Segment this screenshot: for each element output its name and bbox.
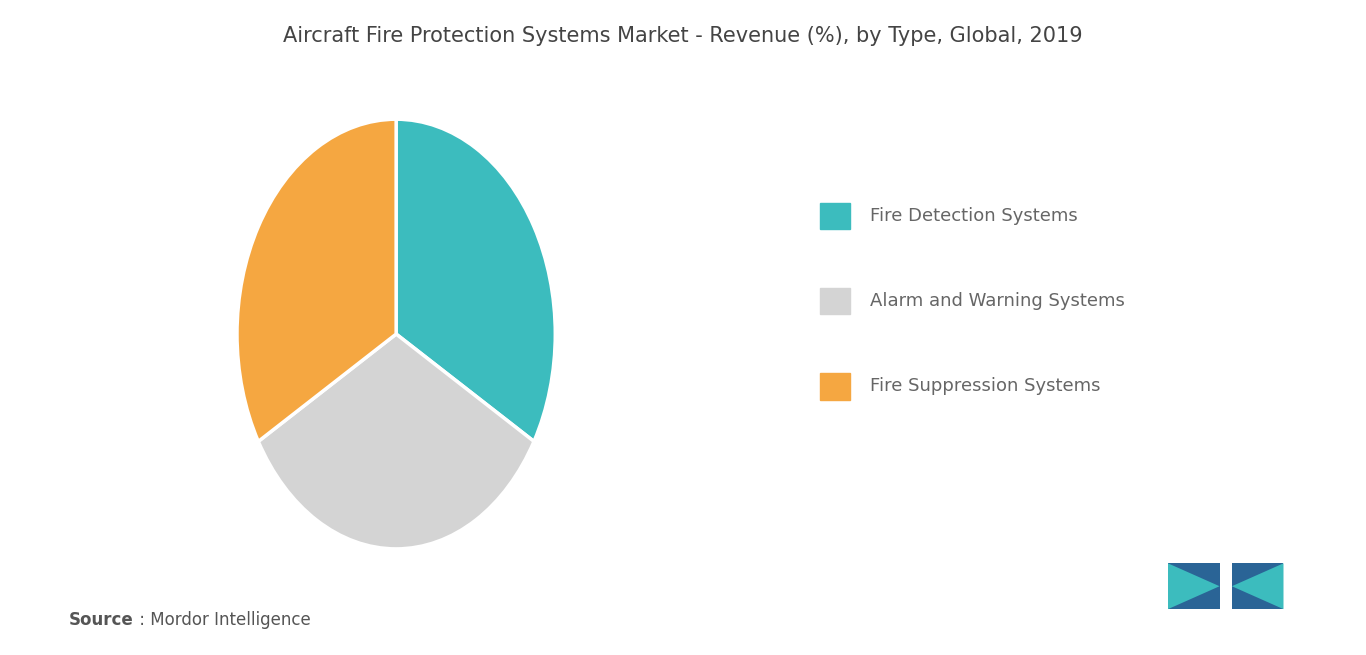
Polygon shape [1168,563,1220,609]
Polygon shape [1232,563,1284,609]
Wedge shape [236,119,396,441]
Text: Source: Source [68,611,133,629]
Wedge shape [258,334,534,549]
Wedge shape [396,119,556,441]
Text: Alarm and Warning Systems: Alarm and Warning Systems [870,292,1126,310]
Polygon shape [1232,563,1284,609]
Text: Fire Suppression Systems: Fire Suppression Systems [870,377,1101,396]
Text: Fire Detection Systems: Fire Detection Systems [870,207,1078,225]
Text: Aircraft Fire Protection Systems Market - Revenue (%), by Type, Global, 2019: Aircraft Fire Protection Systems Market … [283,26,1083,47]
Polygon shape [1168,563,1220,609]
Text: : Mordor Intelligence: : Mordor Intelligence [134,611,310,629]
